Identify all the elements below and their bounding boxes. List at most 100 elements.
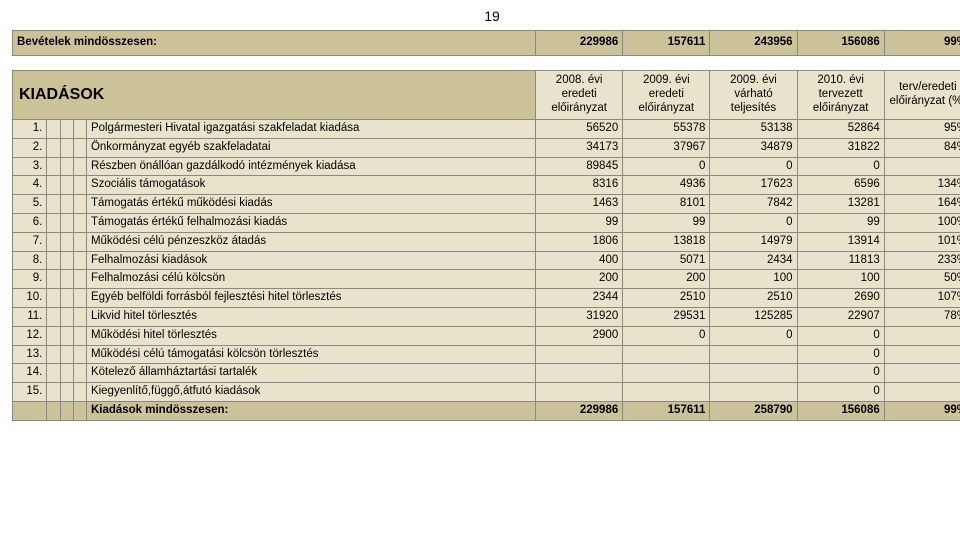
row-value: 11813 [797, 251, 884, 270]
row-value: 53138 [710, 120, 797, 139]
table-row: 11.Likvid hitel törlesztés31920295311252… [13, 307, 960, 326]
row-index: 2. [13, 138, 47, 157]
row-label: Működési célú pénzeszköz átadás [86, 232, 535, 251]
row-value: 2434 [710, 251, 797, 270]
total-idx [13, 401, 47, 420]
expenses-total-label: Kiadások mindösszesen: [86, 401, 535, 420]
row-index: 14. [13, 364, 47, 383]
expenses-total-val-0: 229986 [536, 401, 623, 420]
row-value [710, 345, 797, 364]
row-label: Működési hitel törlesztés [86, 326, 535, 345]
income-total-val-1: 157611 [623, 31, 710, 56]
row-value: 8316 [536, 176, 623, 195]
col-header-0: 2008. évi eredeti előirányzat [536, 71, 623, 120]
row-value: 50% [884, 270, 960, 289]
row-value: 0 [710, 213, 797, 232]
table-row: 15.Kiegyenlítő,függő,átfutó kiadások00 [13, 383, 960, 402]
expenses-table: KIADÁSOK 2008. évi eredeti előirányzat 2… [12, 70, 960, 421]
row-value: 7842 [710, 195, 797, 214]
row-index: 5. [13, 195, 47, 214]
table-row: 13.Működési célú támogatási kölcsön törl… [13, 345, 960, 364]
row-value: 0 [797, 383, 884, 402]
row-value [710, 364, 797, 383]
row-value: 1806 [536, 232, 623, 251]
income-total-val-2: 243956 [710, 31, 797, 56]
row-value: 107% [884, 289, 960, 308]
col-header-2: 2009. évi várható teljesítés [710, 71, 797, 120]
row-label: Felhalmozási kiadások [86, 251, 535, 270]
row-index: 15. [13, 383, 47, 402]
table-row: 7. Működési célú pénzeszköz átadás1806138… [13, 232, 960, 251]
row-value: 200 [623, 270, 710, 289]
row-value: 2690 [797, 289, 884, 308]
row-value: 78% [884, 307, 960, 326]
row-value: 1463 [536, 195, 623, 214]
row-value: 95% [884, 120, 960, 139]
row-value [536, 364, 623, 383]
row-value: 100% [884, 213, 960, 232]
row-value: 31822 [797, 138, 884, 157]
table-row: 14.Kötelező államháztartási tartalék00 [13, 364, 960, 383]
expenses-total-val-3: 156086 [797, 401, 884, 420]
row-value: 0 [797, 345, 884, 364]
row-value: 13281 [797, 195, 884, 214]
row-value: 0 [797, 157, 884, 176]
row-index: 12. [13, 326, 47, 345]
row-value: 13914 [797, 232, 884, 251]
expenses-total-val-4: 99% [884, 401, 960, 420]
row-value: 0 [623, 157, 710, 176]
row-label: Kötelező államháztartási tartalék [86, 364, 535, 383]
row-value: 99 [797, 213, 884, 232]
row-value: 52864 [797, 120, 884, 139]
row-index: 4. [13, 176, 47, 195]
expenses-total-row: Kiadások mindösszesen: 229986 157611 258… [13, 401, 960, 420]
table-row: 8.Felhalmozási kiadások40050712434118132… [13, 251, 960, 270]
row-value: 125285 [710, 307, 797, 326]
table-row: 5.Támogatás értékű működési kiadás146381… [13, 195, 960, 214]
row-value: 13818 [623, 232, 710, 251]
row-label: Kiegyenlítő,függő,átfutó kiadások [86, 383, 535, 402]
row-index: 9. [13, 270, 47, 289]
row-value: 31920 [536, 307, 623, 326]
row-value: 0 [710, 326, 797, 345]
row-index: 11. [13, 307, 47, 326]
row-index: 6. [13, 213, 47, 232]
row-value: 0 [623, 326, 710, 345]
income-total-val-3: 156086 [797, 31, 884, 56]
col-header-1: 2009. évi eredeti előirányzat [623, 71, 710, 120]
row-index: 10. [13, 289, 47, 308]
row-label: Egyéb belföldi forrásból fejlesztési hit… [86, 289, 535, 308]
row-value: 14979 [710, 232, 797, 251]
row-index: 8. [13, 251, 47, 270]
row-value [884, 157, 960, 176]
row-index: 3. [13, 157, 47, 176]
section-title: KIADÁSOK [13, 71, 536, 120]
row-value [623, 364, 710, 383]
row-label: Részben önállóan gazdálkodó intézmények … [86, 157, 535, 176]
row-value [536, 383, 623, 402]
row-value: 84% [884, 138, 960, 157]
row-index: 7. [13, 232, 47, 251]
row-value: 56520 [536, 120, 623, 139]
row-label: Támogatás értékű felhalmozási kiadás [86, 213, 535, 232]
row-value [623, 383, 710, 402]
row-value: 0 [884, 345, 960, 364]
row-label: Felhalmozási célú kölcsön [86, 270, 535, 289]
row-value [710, 383, 797, 402]
row-value: 0 [884, 364, 960, 383]
row-value: 134% [884, 176, 960, 195]
page-number: 19 [12, 8, 960, 24]
row-value: 34173 [536, 138, 623, 157]
row-value: 37967 [623, 138, 710, 157]
table-row: 10. Egyéb belföldi forrásból fejlesztési … [13, 289, 960, 308]
row-value: 2510 [623, 289, 710, 308]
table-row: 6. Támogatás értékű felhalmozási kiadás 99… [13, 213, 960, 232]
row-value: 5071 [623, 251, 710, 270]
table-row: 12.Működési hitel törlesztés2900000 [13, 326, 960, 345]
row-value: 34879 [710, 138, 797, 157]
row-value: 99 [623, 213, 710, 232]
row-value: 100 [710, 270, 797, 289]
income-total-table: Bevételek mindösszesen: 229986 157611 24… [12, 30, 960, 56]
row-value: 2344 [536, 289, 623, 308]
table-row: 3. Részben önállóan gazdálkodó intézménye… [13, 157, 960, 176]
